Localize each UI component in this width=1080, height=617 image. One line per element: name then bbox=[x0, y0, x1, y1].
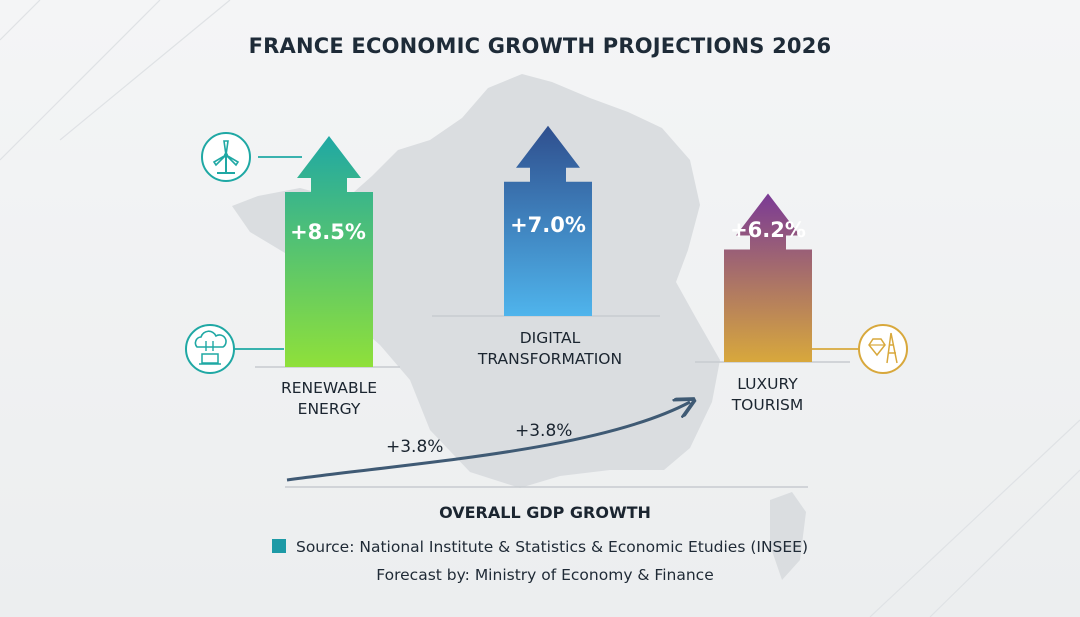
corsica-silhouette bbox=[770, 492, 806, 580]
category-line: TRANSFORMATION bbox=[477, 350, 623, 368]
category-line: DIGITAL bbox=[519, 329, 581, 347]
category-label-renewable: RENEWABLE ENERGY bbox=[260, 378, 398, 420]
cloud-computing-icon bbox=[185, 324, 235, 374]
source-line: Source: National Institute & Statistics … bbox=[0, 538, 1080, 556]
bars-group bbox=[285, 125, 812, 367]
legend-swatch bbox=[271, 539, 286, 553]
gdp-axis-label: OVERALL GDP GROWTH bbox=[439, 503, 651, 522]
value-label-digital: +7.0% bbox=[510, 213, 586, 237]
category-label-digital: DIGITAL TRANSFORMATION bbox=[450, 328, 650, 370]
category-line: TOURISM bbox=[731, 396, 804, 414]
icon-connectors bbox=[234, 156, 860, 350]
source-text: Source: National Institute & Statistics … bbox=[295, 538, 809, 556]
category-line: ENERGY bbox=[297, 400, 361, 418]
chart-title: FRANCE ECONOMIC GROWTH PROJECTIONS 2026 bbox=[248, 34, 832, 58]
bar-tourism bbox=[724, 193, 812, 362]
forecast-text: Forecast by: Ministry of Economy & Finan… bbox=[376, 566, 714, 584]
diamond-eiffel-tower-icon bbox=[858, 324, 908, 374]
gdp-value-label-2: +3.8% bbox=[515, 421, 573, 441]
category-line: LUXURY bbox=[737, 375, 798, 393]
gdp-trend-arrow bbox=[286, 402, 690, 482]
bar-digital bbox=[504, 125, 592, 316]
value-label-renewable: +8.5% bbox=[290, 220, 366, 244]
value-label-tourism: +6.2% bbox=[730, 218, 806, 242]
category-line: RENEWABLE bbox=[280, 379, 378, 397]
france-map-silhouette bbox=[232, 74, 720, 488]
category-label-tourism: LUXURY TOURISM bbox=[700, 374, 835, 416]
wind-turbine-icon bbox=[201, 132, 251, 182]
gdp-value-label-1: +3.8% bbox=[386, 437, 444, 457]
bar-renewable bbox=[285, 136, 373, 367]
